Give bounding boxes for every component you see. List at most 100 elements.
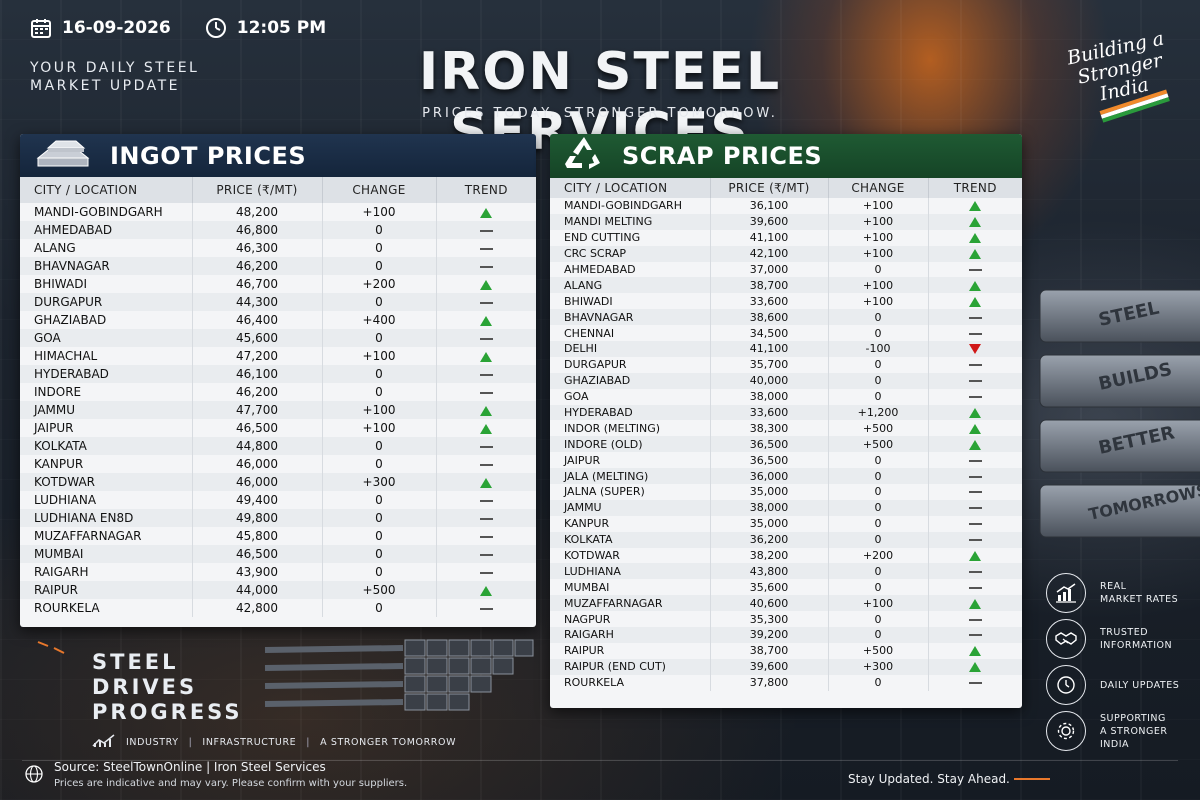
trend-cell	[928, 484, 1022, 500]
trend-cell	[928, 579, 1022, 595]
trend-cell	[928, 198, 1022, 214]
ingot-table-body: MANDI-GOBINDGARH 48,200 +100 AHMEDABAD 46,80…	[20, 203, 536, 617]
change-cell: 0	[828, 674, 929, 691]
trend-up-icon	[969, 662, 982, 673]
trend-flat-icon	[479, 229, 493, 232]
trend-cell	[928, 341, 1022, 357]
clock-icon	[1046, 665, 1086, 705]
trend-up-icon	[480, 207, 493, 218]
trend-up-icon	[480, 477, 493, 488]
table-row: JAMMU 38,000 0	[550, 499, 1022, 516]
table-row: JALA (MELTING) 36,000 0	[550, 468, 1022, 485]
table-row: JAIPUR 46,500 +100	[20, 419, 536, 437]
city-cell: GHAZIABAD	[20, 311, 193, 329]
scrap-table-body: MANDI-GOBINDGARH 36,100 +100 MANDI MELTING 3…	[550, 198, 1022, 691]
table-row: LUDHIANA EN8D 49,800 0	[20, 509, 536, 527]
table-row: ALANG 38,700 +100	[550, 277, 1022, 294]
trend-cell	[436, 203, 536, 221]
table-row: RAIPUR 38,700 +500	[550, 642, 1022, 659]
price-cell: 38,000	[710, 499, 829, 516]
trend-up-icon	[480, 315, 493, 326]
change-cell: 0	[322, 545, 437, 563]
trend-flat-icon	[968, 475, 982, 478]
col-trend: TREND	[928, 178, 1022, 198]
change-cell: +100	[828, 277, 929, 294]
price-cell: 35,000	[710, 484, 829, 500]
city-cell: GOA	[20, 329, 193, 347]
feature-1-line-1: REAL	[1100, 581, 1127, 592]
tag-industry: INDUSTRY	[126, 737, 179, 748]
table-row: BHIWADI 33,600 +100	[550, 293, 1022, 310]
change-cell: +400	[322, 311, 437, 329]
col-city: CITY / LOCATION	[550, 178, 711, 198]
trend-flat-icon	[968, 618, 982, 621]
city-cell: LUDHIANA	[20, 491, 193, 509]
price-cell: 42,100	[710, 245, 829, 262]
change-cell: 0	[322, 563, 437, 581]
trend-up-icon	[969, 201, 982, 212]
price-cell: 35,700	[710, 356, 829, 373]
price-cell: 35,000	[710, 515, 829, 532]
ingot-table: CITY / LOCATION PRICE (₹/MT) CHANGE TREN…	[20, 177, 536, 617]
table-row: MUMBAI 35,600 0	[550, 579, 1022, 596]
trend-up-icon	[969, 551, 982, 562]
trend-cell	[928, 531, 1022, 548]
change-cell: 0	[828, 261, 929, 278]
trend-flat-icon	[968, 396, 982, 399]
city-cell: ALANG	[550, 277, 711, 294]
table-row: KANPUR 35,000 0	[550, 515, 1022, 532]
trend-cell	[928, 643, 1022, 659]
date-text: 16-09-2026	[62, 18, 171, 38]
table-row: MUZAFFARNAGAR 45,800 0	[20, 527, 536, 545]
orange-accent-dashes	[37, 641, 65, 654]
trend-down-icon	[969, 344, 982, 355]
change-cell: +300	[828, 658, 929, 675]
city-cell: DURGAPUR	[550, 356, 711, 373]
city-cell: MANDI MELTING	[550, 213, 711, 230]
trend-cell	[928, 675, 1022, 691]
city-cell: MUZAFFARNAGAR	[20, 527, 193, 545]
trend-cell	[928, 389, 1022, 405]
city-cell: BHAVNAGAR	[20, 257, 193, 275]
change-cell: 0	[322, 509, 437, 527]
table-row: KOTDWAR 46,000 +300	[20, 473, 536, 491]
change-cell: +500	[828, 420, 929, 437]
table-row: KANPUR 46,000 0	[20, 455, 536, 473]
city-cell: RAIPUR	[550, 642, 711, 659]
price-cell: 38,300	[710, 420, 829, 437]
table-row: GOA 38,000 0	[550, 388, 1022, 405]
city-cell: AHMEDABAD	[20, 221, 193, 239]
city-cell: CRC SCRAP	[550, 245, 711, 262]
change-cell: +200	[322, 275, 437, 293]
table-row: INDORE (OLD) 36,500 +500	[550, 436, 1022, 453]
table-row: ROURKELA 42,800 0	[20, 599, 536, 617]
price-cell: 43,800	[710, 563, 829, 580]
trend-cell	[436, 527, 536, 545]
city-cell: RAIPUR	[20, 581, 193, 599]
feature-daily-updates: DAILY UPDATES	[1046, 662, 1196, 708]
change-cell: 0	[828, 627, 929, 643]
trend-cell	[928, 325, 1022, 341]
footer-divider	[22, 760, 1178, 761]
trend-flat-icon	[479, 247, 493, 250]
price-cell: 43,900	[192, 563, 323, 581]
clock-icon	[205, 17, 227, 39]
change-cell: 0	[828, 388, 929, 405]
col-price: PRICE (₹/MT)	[710, 178, 829, 198]
table-row: INDOR (MELTING) 38,300 +500	[550, 420, 1022, 437]
change-cell: +100	[322, 419, 437, 437]
trend-up-icon	[480, 423, 493, 434]
change-cell: +100	[828, 229, 929, 246]
price-cell: 47,200	[192, 347, 323, 365]
change-cell: 0	[322, 599, 437, 617]
city-cell: JAIPUR	[20, 419, 193, 437]
price-cell: 39,600	[710, 658, 829, 675]
trend-flat-icon	[968, 364, 982, 367]
orange-accent-line	[1014, 778, 1050, 780]
steel-tubes-illustration	[264, 639, 534, 711]
trend-flat-icon	[968, 332, 982, 335]
city-cell: INDOR (MELTING)	[550, 420, 711, 437]
trend-cell	[436, 509, 536, 527]
table-row: HYDERABAD 46,100 0	[20, 365, 536, 383]
slogan-line-2: DRIVES	[92, 675, 198, 699]
